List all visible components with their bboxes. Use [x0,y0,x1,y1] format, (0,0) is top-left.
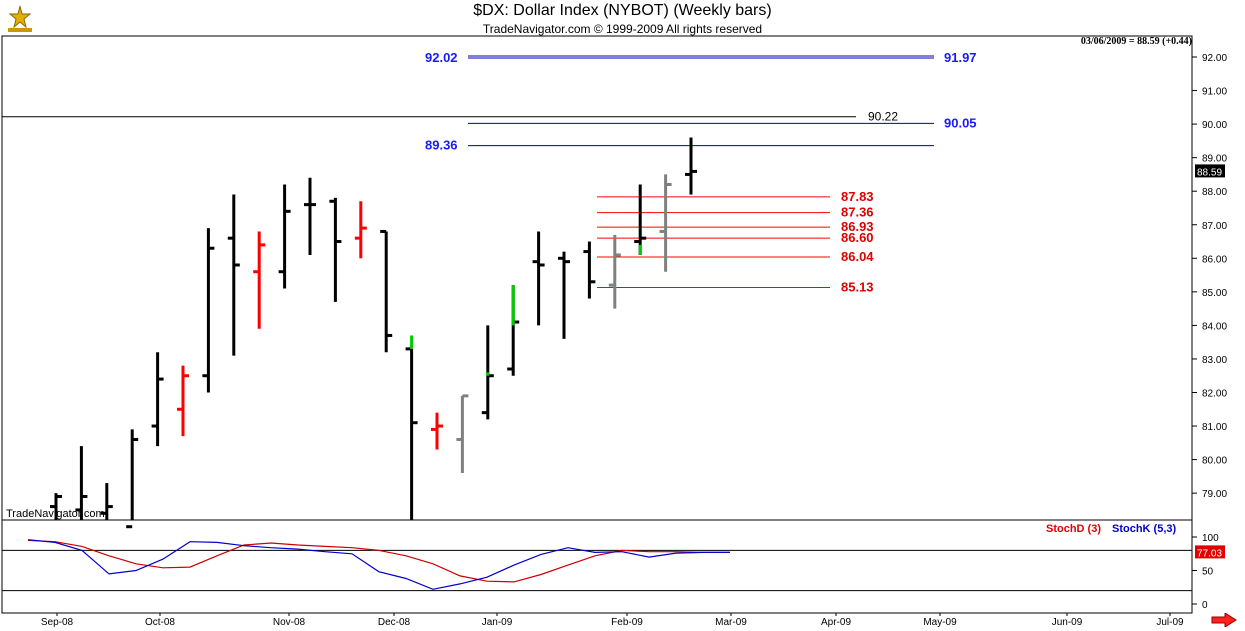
fib-level-label: 86.04 [841,249,874,264]
logo-icon [8,5,32,32]
chart-title: $DX: Dollar Index (NYBOT) (Weekly bars) [473,2,772,19]
x-tick-label: Mar-09 [715,617,747,628]
x-tick-label: Dec-08 [378,617,411,628]
stoch-last-box [1195,545,1225,559]
x-tick-label: Jun-09 [1052,617,1083,628]
stochD-legend: StochD (3) [1046,523,1101,535]
x-tick-label: Sep-08 [41,617,74,628]
price-tick-label: 79.00 [1202,489,1227,500]
price-panel-frame [1,35,1193,521]
level-label-left: 89.36 [425,138,458,153]
fib-level-label: 86.60 [841,230,874,245]
stoch-tick-label: 100 [1202,533,1219,544]
stoch-panel-frame [1,519,1193,614]
price-tick-label: 90.00 [1202,120,1227,131]
level-label-left: 92.02 [425,50,458,65]
stochK-legend: StochK (5,3) [1112,523,1177,535]
stochK-line [27,539,730,590]
x-tick-label: May-09 [923,617,957,628]
price-tick-label: 81.00 [1202,422,1227,433]
last-price-label: 88.59 [1197,167,1222,178]
price-tick-label: 84.00 [1202,321,1227,332]
price-tick-label: 87.00 [1202,221,1227,232]
price-tick-label: 85.00 [1202,288,1227,299]
price-tick-label: 80.00 [1202,456,1227,467]
x-tick-label: Nov-08 [273,617,306,628]
scroll-right-arrow-icon[interactable] [1211,613,1237,627]
fib-level-label: 85.13 [841,279,874,294]
x-tick-label: Oct-08 [145,617,175,628]
last-price-box [1195,164,1225,178]
level-label-black: 90.22 [868,110,898,124]
fib-level-label: 87.36 [841,205,874,220]
price-tick-label: 83.00 [1202,355,1227,366]
fib-level-label: 87.83 [841,189,874,204]
x-tick-label: Jan-09 [482,617,513,628]
level-label-right: 91.97 [944,50,977,65]
stoch-tick-label: 50 [1202,567,1214,578]
price-tick-label: 89.00 [1202,154,1227,165]
x-tick-label: Jul-09 [1156,617,1184,628]
stochD-line [27,539,730,583]
stoch-tick-label: 0 [1202,600,1208,611]
watermark-text: TradeNavigator.com [6,508,105,520]
last-quote: 03/06/2009 = 88.59 (+0.44) [1080,36,1192,47]
x-tick-label: Feb-09 [611,617,643,628]
fib-level-label: 86.93 [841,219,874,234]
stoch-last-label: 77.03 [1197,548,1222,559]
price-tick-label: 86.00 [1202,254,1227,265]
price-tick-label: 88.00 [1202,187,1227,198]
x-tick-label: Apr-09 [821,617,851,628]
price-tick-label: 82.00 [1202,389,1227,400]
level-label-right: 90.05 [944,115,977,130]
price-tick-label: 91.00 [1202,87,1227,98]
price-tick-label: 92.00 [1202,53,1227,64]
chart-subtitle: TradeNavigator.com © 1999-2009 All right… [482,22,763,36]
